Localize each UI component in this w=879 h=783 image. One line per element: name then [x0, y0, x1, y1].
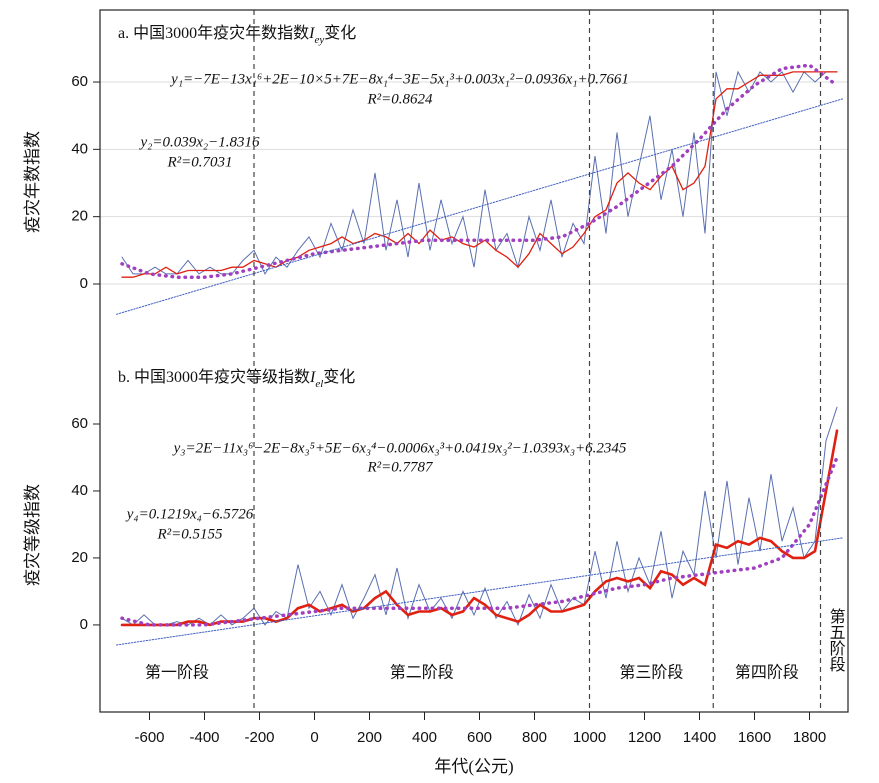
x-tick-label: -600 [134, 729, 164, 746]
x-tick-label: 800 [522, 729, 547, 746]
series-line [120, 63, 839, 279]
title-part: 变化 [324, 24, 356, 42]
series-line [120, 455, 839, 627]
series-line [116, 98, 843, 315]
stage-label: 第四阶段 [735, 664, 799, 682]
equation: R²=0.8624 [366, 91, 433, 107]
title-part: el [315, 378, 323, 390]
y-tick-label: 0 [80, 616, 88, 633]
title-part: a. 中国3000年疫灾年数指数 [118, 24, 309, 42]
x-tick-label: 200 [357, 729, 382, 746]
stage-label: 第二阶段 [390, 664, 454, 682]
y-axis-label: 疫灾等级指数 [23, 484, 42, 586]
x-axis-label: 年代(公元) [434, 757, 513, 776]
y-tick-label: 40 [71, 140, 88, 157]
y-tick-label: 20 [71, 549, 88, 566]
equation: y₃=2E−11x₃⁶−2E−8x₃⁵+5E−6x₃⁴−0.0006x₃³+0.… [172, 440, 627, 456]
title-part: ey [314, 34, 324, 46]
stage-label: 第一阶段 [145, 664, 209, 682]
y-tick-label: 60 [71, 73, 88, 90]
title-part: I [308, 25, 315, 42]
equation: R²=0.7787 [366, 459, 434, 475]
x-tick-label: 600 [467, 729, 492, 746]
x-tick-label: 1400 [683, 729, 716, 746]
y-axis-label: 疫灾年数指数 [23, 131, 42, 233]
stage-label: 第五阶段 [827, 608, 846, 672]
equation: y₂=0.039x₂−1.8316 [139, 134, 260, 150]
equation: y₄=0.1219x₄−6.5726 [125, 506, 254, 522]
y-tick-label: 20 [71, 208, 88, 225]
plot-lines [116, 406, 843, 646]
equation: R²=0.7031 [166, 154, 232, 170]
series-line [120, 429, 839, 627]
panel-title: a. 中国3000年疫灾年数指数Iey变化 [118, 24, 356, 46]
y-tick-label: 60 [71, 415, 88, 432]
equation: R²=0.5155 [156, 526, 223, 542]
series-line [121, 71, 838, 278]
x-tick-label: 1200 [628, 729, 661, 746]
x-tick-label: 1800 [793, 729, 826, 746]
title-part: 变化 [323, 368, 355, 386]
x-tick-label: -400 [189, 729, 219, 746]
title-part: b. 中国3000年疫灾等级指数 [118, 368, 310, 386]
series-line [121, 70, 838, 275]
panel-title: b. 中国3000年疫灾等级指数Iel变化 [118, 368, 355, 390]
x-tick-label: 1000 [573, 729, 606, 746]
x-tick-label: 1600 [738, 729, 771, 746]
x-tick-label: 0 [310, 729, 318, 746]
y-tick-label: 40 [71, 482, 88, 499]
x-tick-label: -200 [244, 729, 274, 746]
plot-lines [116, 63, 843, 315]
title-part: I [309, 369, 316, 386]
stage-label: 第三阶段 [619, 664, 683, 682]
equation: y₁=−7E−13x₁⁶+2E−10×5+7E−8x₁⁴−3E−5x₁³+0.0… [169, 71, 629, 87]
y-tick-label: 0 [80, 275, 88, 292]
series-line [116, 537, 843, 646]
plot-frame [99, 9, 849, 713]
x-tick-label: 400 [412, 729, 437, 746]
